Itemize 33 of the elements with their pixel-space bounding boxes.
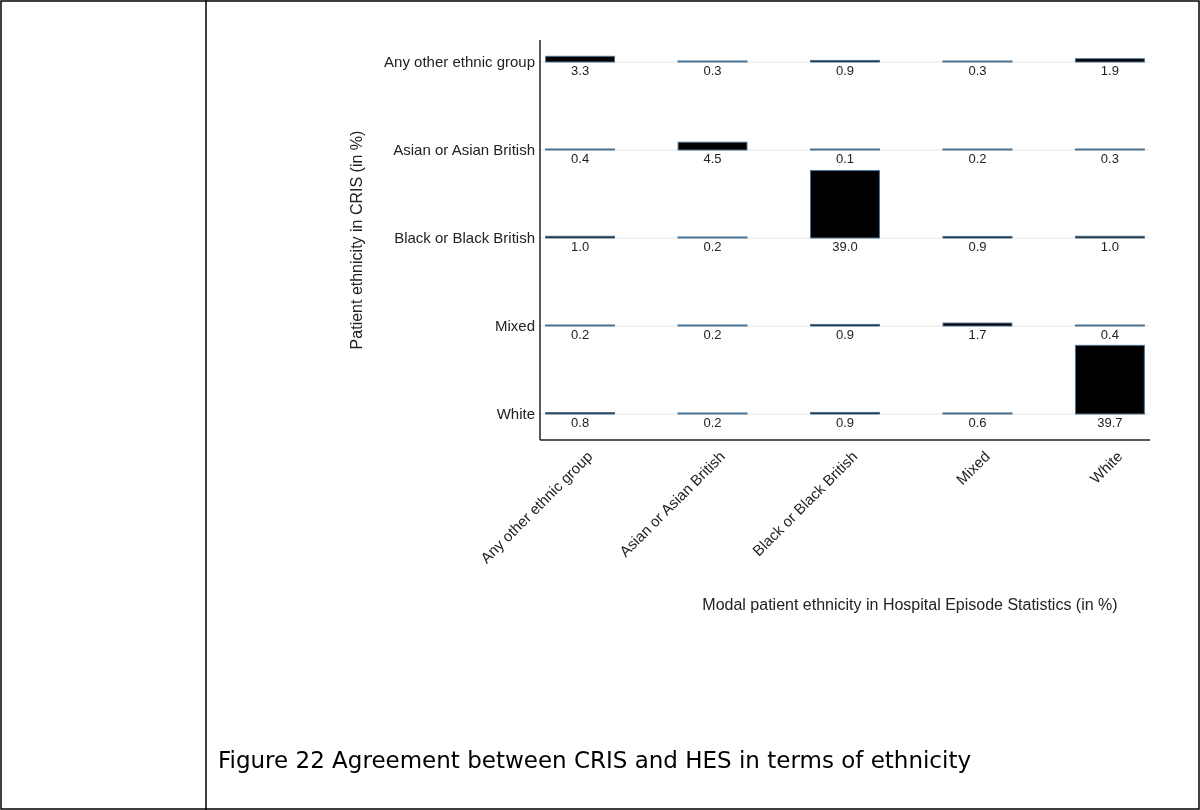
data-label: 0.1 [835,151,855,166]
caption: Figure 22 Agreement between CRIS and HES in terms of ethnicity [218,747,972,773]
data-label: 1.9 [1100,63,1119,78]
data-label: 39.0 [832,239,858,254]
data-label: 0.2 [703,327,722,342]
data-label: 0.3 [968,63,987,78]
y-axis-title: Patient ethnicity in CRIS (in %) [348,130,365,350]
data-label: 0.9 [835,415,855,430]
data-label: 0.6 [968,415,987,430]
data-label: 0.9 [835,63,855,78]
data-label: 0.8 [571,415,590,430]
data-label: 0.2 [968,151,987,166]
data-label: 1.0 [1100,239,1119,254]
y-tick-label: Any other ethnic group [384,53,535,70]
data-label: 39.7 [1097,415,1123,430]
data-label: 0.3 [1100,151,1119,166]
data-label: 3.3 [571,63,590,78]
data-label: 4.5 [703,151,722,166]
data-label: 0.2 [703,415,722,430]
data-label: 0.9 [835,327,855,342]
data-label: 0.9 [968,239,987,254]
data-label: 0.3 [703,63,722,78]
y-tick-label: Black or Black British [394,229,535,246]
data-label: 0.4 [1100,327,1119,342]
y-tick-label: White [496,405,535,422]
x-axis-title: Modal patient ethnicity in Hospital Episode Statistics (in %) [702,596,1118,613]
data-label: 0.4 [571,151,590,166]
y-tick-label: Asian or Asian British [393,141,535,158]
data-label: 1.0 [571,239,590,254]
data-label: 0.2 [571,327,590,342]
y-tick-label: Mixed [494,317,535,334]
data-label: 1.7 [968,327,987,342]
data-label: 0.2 [703,239,722,254]
